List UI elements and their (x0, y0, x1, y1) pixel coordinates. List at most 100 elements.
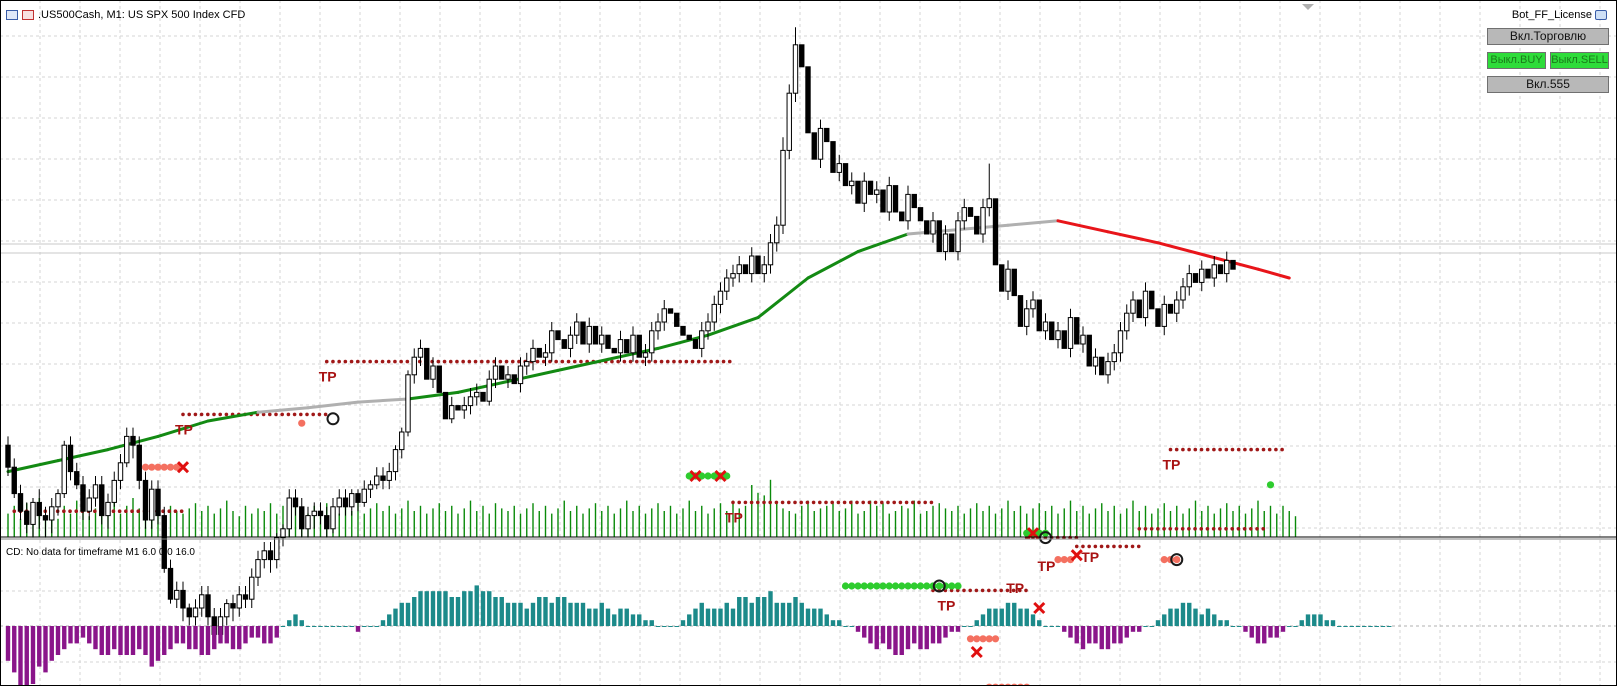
candle-body (986, 198, 992, 209)
signal-dot (954, 582, 962, 590)
tp-dot (212, 412, 216, 417)
signal-dot (854, 582, 862, 590)
signal-dot (966, 635, 975, 643)
tp-dot (1156, 527, 1160, 531)
cd-bar (1018, 608, 1023, 626)
cd-bar (999, 608, 1004, 626)
cd-bar (43, 626, 48, 673)
tp-dot (999, 588, 1003, 593)
candle-body (967, 207, 974, 217)
cd-bar (530, 602, 536, 626)
cd-bar (674, 626, 679, 627)
candle-body (955, 220, 961, 253)
disable-buy-button[interactable]: Выкл.BUY (1487, 52, 1546, 69)
signal-dot (1266, 481, 1275, 489)
tp-dot (68, 509, 72, 513)
tp-dot (1261, 527, 1266, 531)
candle-body (49, 506, 55, 521)
ma-segment (856, 232, 910, 254)
tp-dot (187, 412, 191, 417)
tp-dot (167, 509, 172, 513)
tp-label: TP (1163, 457, 1181, 473)
position-circle (1170, 553, 1184, 567)
cd-bar (612, 614, 617, 626)
candle-body (236, 594, 242, 609)
cd-bar (955, 626, 961, 632)
candle-body (80, 484, 86, 512)
candle-body (711, 303, 717, 323)
candle-body (124, 435, 130, 464)
cd-bar (249, 626, 254, 638)
ma-segment (806, 250, 860, 280)
candle-body (224, 603, 230, 618)
candle-body (880, 189, 886, 213)
ma-segment (306, 400, 360, 410)
tp-dot (436, 359, 441, 364)
candle-body (99, 484, 105, 517)
candle-body (386, 471, 392, 481)
candle-body (824, 127, 830, 143)
cd-bar (1293, 626, 1298, 627)
tp-dot (535, 359, 540, 364)
tp-label: TP (1081, 549, 1099, 565)
signal-dot (1023, 529, 1031, 537)
cd-bar (130, 626, 136, 655)
cd-bar (1180, 602, 1186, 626)
candle-body (61, 444, 67, 495)
tp-dot (1224, 447, 1229, 452)
cross-mark (1033, 601, 1046, 615)
cd-bar (368, 626, 373, 627)
candle-body (442, 391, 449, 420)
tp-dot (467, 359, 472, 364)
cd-bar (649, 620, 654, 626)
tp-dot (1211, 527, 1216, 531)
tp-dot (510, 359, 515, 364)
signal-dot (704, 472, 712, 480)
signal-dot (141, 463, 150, 471)
position-circle (932, 579, 946, 593)
cd-bar (1055, 626, 1061, 627)
cd-bar (1380, 626, 1386, 627)
candle-body (511, 374, 517, 385)
candle-body (724, 277, 730, 292)
tp-dot (867, 500, 872, 505)
candle-body (992, 198, 999, 266)
signal-dot (873, 582, 881, 590)
candle-body (1005, 268, 1011, 292)
cd-bar (1274, 626, 1279, 638)
disable-sell-button[interactable]: Выкл.SELL (1550, 52, 1609, 69)
cd-bar (224, 626, 229, 644)
tp-dot (684, 359, 689, 364)
candle-body (1061, 330, 1067, 349)
chart-icon[interactable] (22, 10, 34, 20)
candle-body (492, 365, 499, 380)
cd-bar (443, 591, 448, 626)
tp-dot (980, 588, 985, 593)
cd-bar (1249, 626, 1254, 638)
enable-555-button[interactable]: Вкл.555 (1487, 76, 1609, 93)
cd-bar (24, 626, 29, 686)
tp-dot (1205, 527, 1210, 531)
chart-list-icon[interactable] (6, 10, 18, 20)
tp-dot (1174, 527, 1179, 531)
cd-bar (1312, 614, 1317, 626)
signal-dot (948, 582, 956, 590)
ma-segment (1156, 241, 1210, 258)
cd-bar (180, 626, 186, 644)
candle-body (674, 312, 680, 327)
license-label: Bot_FF_License (1512, 9, 1607, 21)
enable-trading-button[interactable]: Вкл.Торговлю (1487, 28, 1609, 45)
cd-bar (1149, 626, 1154, 627)
candle-body (867, 180, 874, 195)
tp-dot (1255, 527, 1259, 531)
tp-dot (331, 359, 335, 364)
candle-body (267, 550, 274, 561)
ma-segment (1006, 219, 1060, 227)
cd-histogram (5, 585, 1392, 686)
candle-body (911, 193, 917, 209)
candle-body (417, 347, 424, 358)
cd-bar (962, 626, 967, 627)
tp-dot (286, 412, 291, 417)
tp-dot (1174, 447, 1179, 452)
